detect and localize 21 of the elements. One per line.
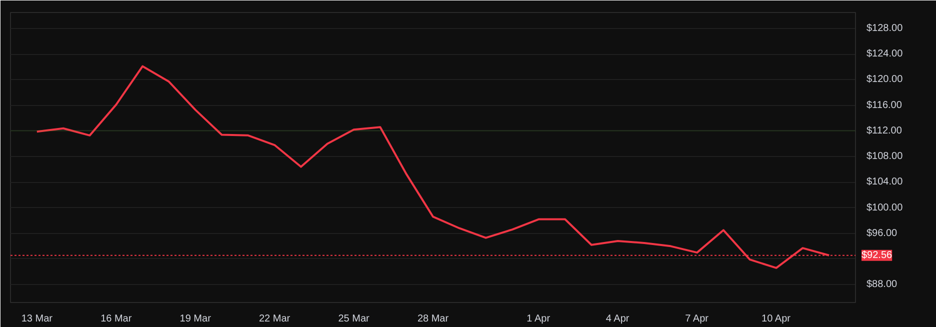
ref-line-label: $92.56	[862, 250, 893, 261]
y-tick-label: $108.00	[866, 151, 904, 162]
x-tick-label: 22 Mar	[259, 314, 291, 324]
x-tick-label: 1 Apr	[526, 314, 551, 324]
x-tick-label: 7 Apr	[685, 314, 710, 324]
y-tick-label: $100.00	[866, 202, 904, 214]
x-tick-label: 16 Mar	[100, 314, 132, 324]
x-tick-label: 28 Mar	[417, 314, 450, 324]
x-tick-label: 25 Mar	[338, 314, 370, 324]
y-tick-label: $120.00	[866, 74, 904, 86]
x-tick-label: 13 Mar	[21, 314, 54, 324]
y-tick-label: $112.00	[866, 125, 902, 136]
y-tick-label: $128.00	[866, 23, 904, 34]
x-tick-label: 4 Apr	[606, 314, 630, 324]
y-tick-label: $124.00	[866, 48, 904, 60]
x-tick-label: 10 Apr	[762, 314, 792, 324]
y-tick-label: $116.00	[866, 100, 902, 111]
y-tick-label: $88.00	[866, 279, 898, 290]
y-tick-label: $104.00	[866, 176, 904, 188]
x-tick-label: 19 Mar	[180, 314, 212, 324]
y-tick-label: $96.00	[866, 228, 898, 239]
